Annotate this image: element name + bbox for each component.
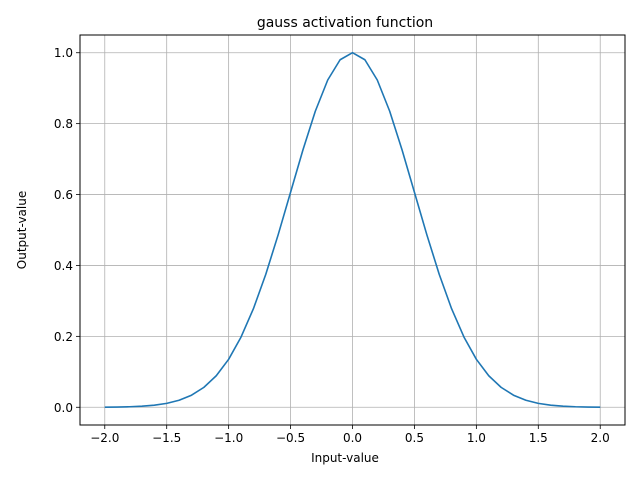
chart-title: gauss activation function [257,15,433,31]
y-axis-label: Output-value [15,191,29,269]
y-tick-label: 1.0 [54,46,73,60]
grid [80,35,625,425]
x-axis-label: Input-value [311,451,379,465]
y-tick-label: 0.0 [54,401,73,415]
x-tick-label: −1.0 [214,431,243,445]
x-tick-label: 1.5 [529,431,548,445]
series-layer [104,51,601,408]
ticks: −2.0 −1.5 −1.0 −0.5 0.0 0.5 1.0 1.5 2.0 0.0 0.2 0.4… [54,46,610,445]
x-tick-label: −1.5 [152,431,181,445]
y-tick-label: 0.4 [54,259,73,273]
x-tick-label: 0.0 [343,431,362,445]
gauss-curve-line [104,51,601,408]
x-tick-label: 1.0 [467,431,486,445]
y-tick-label: 0.2 [54,330,73,344]
x-tick-label: 2.0 [591,431,610,445]
y-tick-label: 0.8 [54,117,73,131]
y-tick-label: 0.6 [54,188,73,202]
x-tick-label: 0.5 [405,431,424,445]
x-tick-label: −2.0 [90,431,119,445]
x-tick-label: −0.5 [276,431,305,445]
